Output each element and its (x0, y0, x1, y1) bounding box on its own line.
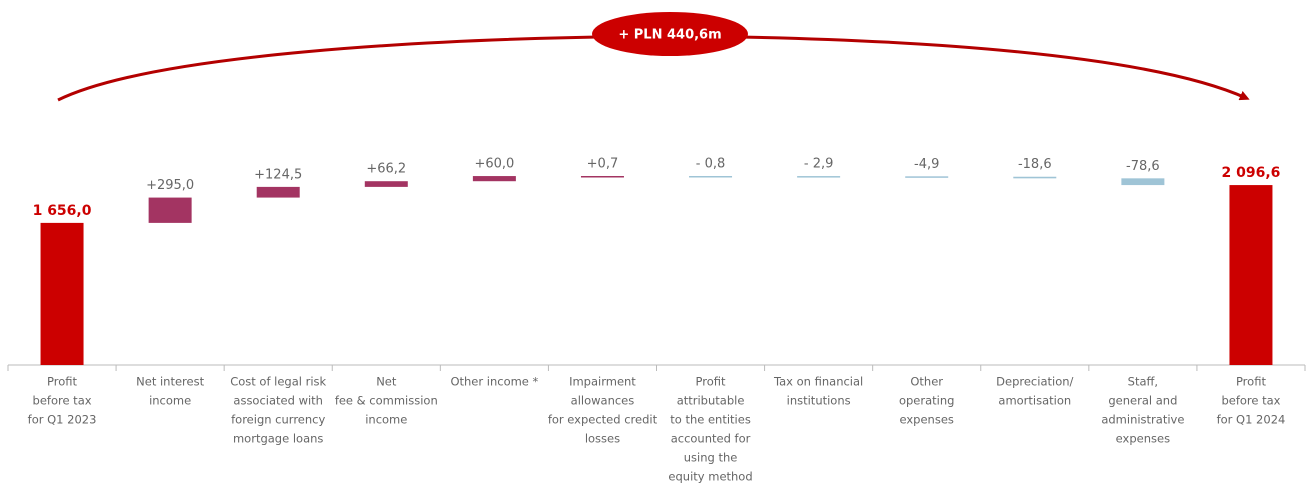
x-tick-label: fee & commission (335, 394, 438, 408)
x-tick-label: Impairment (569, 375, 636, 389)
bar (1229, 185, 1273, 365)
x-tick-label: attributable (677, 394, 745, 408)
bar (905, 176, 949, 178)
x-tick-label: Staff, (1128, 375, 1158, 389)
x-tick-label: general and (1108, 394, 1177, 408)
x-tick-label: income (365, 413, 407, 427)
x-tick-label: before tax (33, 394, 92, 408)
x-tick-label: Profit (1236, 375, 1266, 389)
x-tick-label: Other income * (450, 375, 538, 389)
bar (797, 176, 841, 178)
x-tick-label: Other (910, 375, 943, 389)
x-tick-label: expenses (1116, 432, 1170, 446)
x-tick-label: Profit (696, 375, 726, 389)
bar (364, 181, 408, 187)
x-tick-label: expenses (900, 413, 954, 427)
bar (580, 176, 624, 178)
value-label: - 2,9 (804, 157, 834, 172)
x-tick-label: Tax on financial (773, 375, 863, 389)
x-tick-label: for Q1 2024 (1217, 413, 1286, 427)
value-label: +60,0 (474, 157, 514, 172)
x-tick-label: allowances (571, 394, 635, 408)
value-label: 2 096,6 (1222, 165, 1281, 181)
annotation-badge (592, 12, 748, 56)
x-tick-label: equity method (668, 470, 752, 484)
bar (1013, 176, 1057, 179)
bar (1121, 178, 1165, 186)
value-label: -78,6 (1126, 159, 1160, 174)
x-tick-label: mortgage loans (233, 432, 323, 446)
x-tick-label: Profit (47, 375, 77, 389)
x-tick-label: Net (376, 375, 397, 389)
bar (40, 222, 84, 365)
x-tick-label: foreign currency (231, 413, 325, 427)
value-label: -4,9 (914, 157, 939, 172)
x-tick-label: for expected credit (548, 413, 658, 427)
x-tick-label: administrative (1101, 413, 1184, 427)
value-label: -18,6 (1018, 157, 1052, 172)
x-tick-label: before tax (1221, 394, 1280, 408)
value-label: +295,0 (146, 178, 194, 193)
x-tick-label: Depreciation/ (996, 375, 1073, 389)
value-label: +124,5 (254, 167, 302, 182)
bar (256, 186, 300, 198)
bar (148, 197, 192, 223)
value-label: +66,2 (366, 162, 406, 177)
annotation: + PLN 440,6m (618, 28, 721, 43)
x-tick-label: associated with (233, 394, 323, 408)
value-label: - 0,8 (696, 157, 726, 172)
x-tick-label: operating (899, 394, 954, 408)
x-tick-label: using the (684, 451, 738, 465)
x-tick-label: to the entities (670, 413, 751, 427)
x-tick-label: Cost of legal risk (230, 375, 326, 389)
x-tick-label: Net interest (136, 375, 204, 389)
x-tick-label: institutions (787, 394, 851, 408)
x-tick-label: amortisation (998, 394, 1071, 408)
bar (689, 176, 733, 178)
x-tick-label: losses (585, 432, 620, 446)
bar (472, 176, 516, 182)
x-tick-label: for Q1 2023 (28, 413, 97, 427)
value-label: +0,7 (587, 157, 619, 172)
value-label: 1 656,0 (33, 203, 92, 219)
x-tick-label: income (149, 394, 191, 408)
x-tick-label: accounted for (671, 432, 751, 446)
